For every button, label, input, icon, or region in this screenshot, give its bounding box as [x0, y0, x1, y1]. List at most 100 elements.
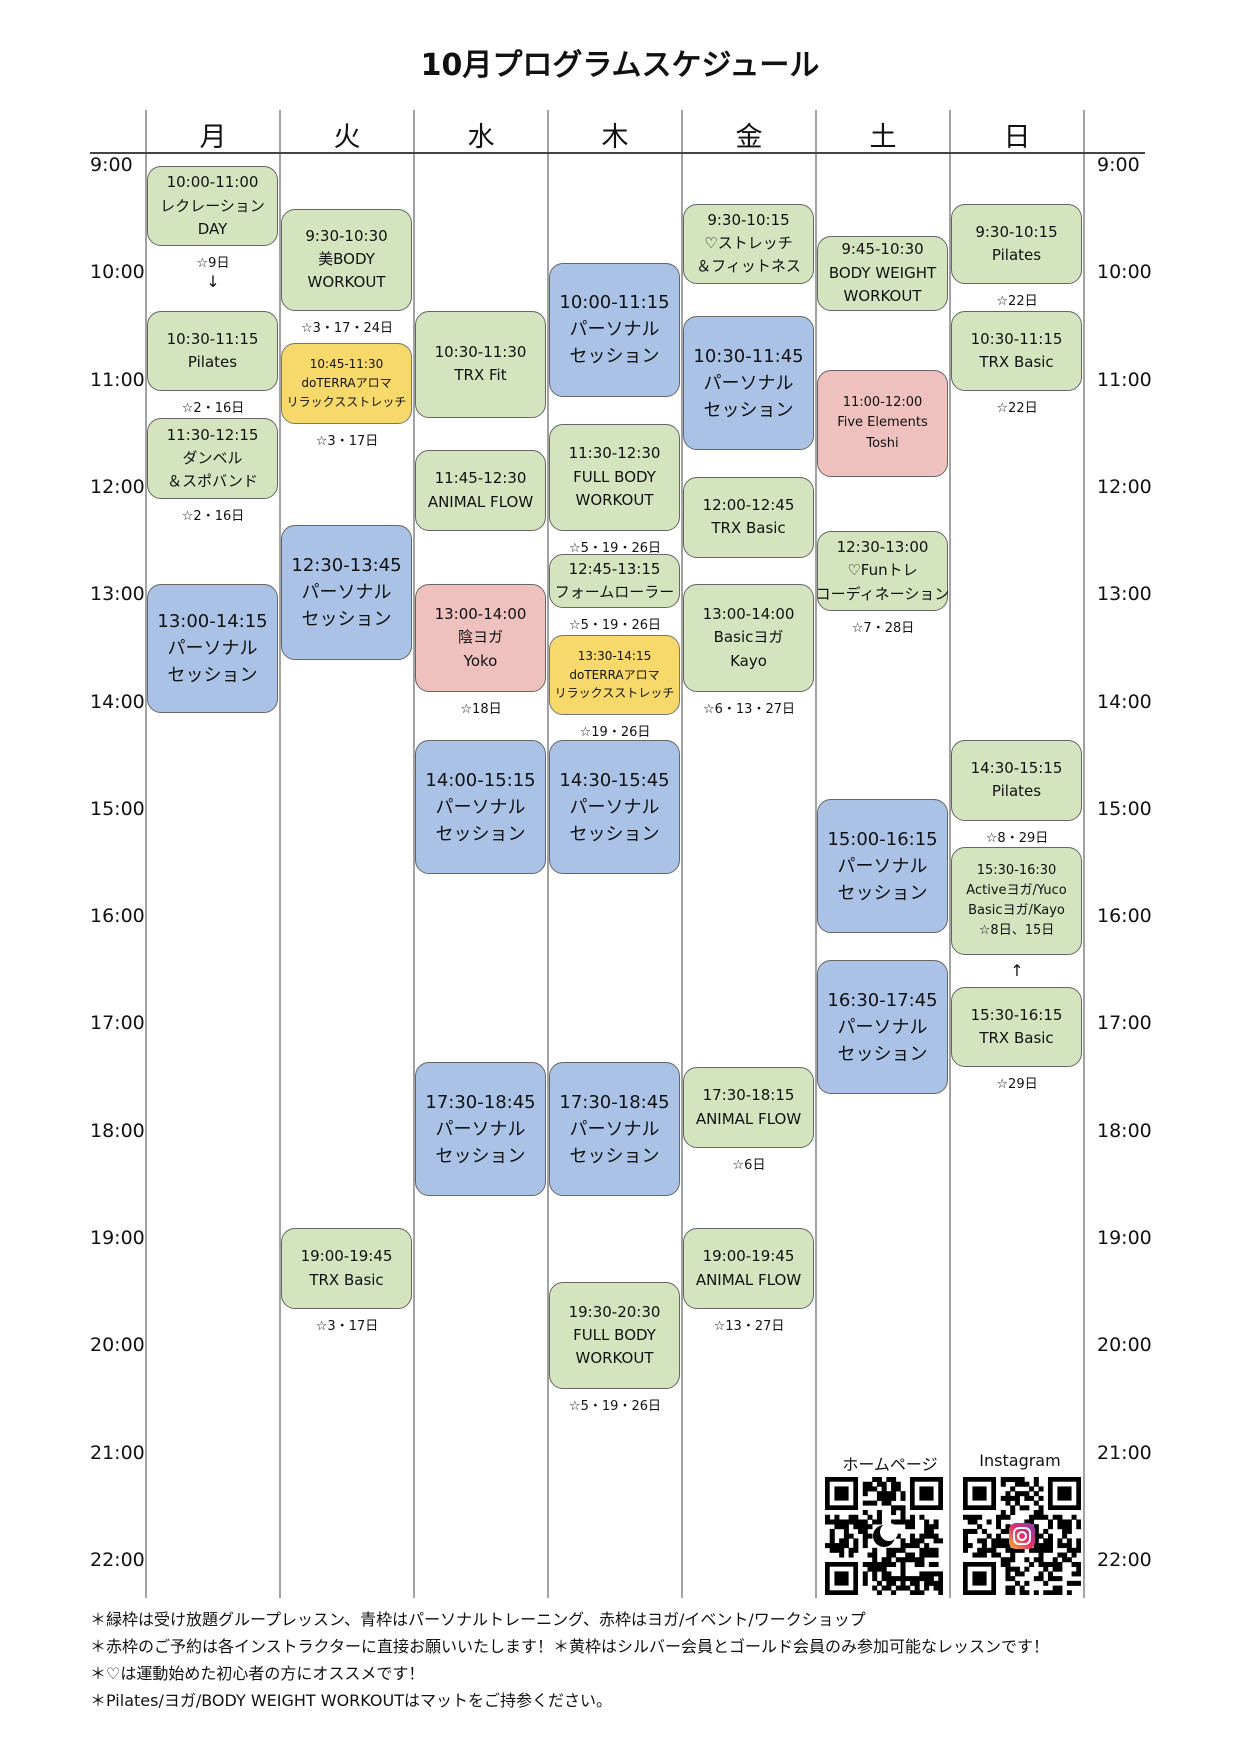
qr-module — [1062, 1533, 1068, 1539]
qr-module — [1005, 1557, 1011, 1563]
class-block: 19:00-19:45 TRX Basic — [281, 1228, 412, 1309]
qr-module — [872, 1477, 878, 1483]
qr-module — [872, 1576, 878, 1582]
qr-module — [996, 1533, 1002, 1539]
qr-module — [1010, 1547, 1016, 1553]
qr-module — [891, 1590, 897, 1595]
qr-module — [938, 1580, 943, 1586]
qr-module — [1005, 1590, 1011, 1595]
qr-module — [914, 1538, 920, 1544]
qr-module — [1043, 1543, 1049, 1549]
qr-module — [914, 1543, 920, 1549]
homepage-qr-code[interactable] — [825, 1477, 943, 1595]
qr-module — [924, 1519, 930, 1525]
qr-module — [1047, 1561, 1053, 1567]
class-block-text: WORKOUT — [575, 490, 654, 509]
qr-module — [919, 1533, 925, 1539]
qr-module — [928, 1552, 934, 1558]
class-block: 11:00-12:00 Five Elements Toshi — [817, 369, 948, 478]
arrow-up-icon: ↑ — [1010, 960, 1024, 980]
qr-module — [834, 1547, 840, 1553]
qr-module — [1000, 1543, 1006, 1549]
qr-module — [1024, 1557, 1030, 1563]
class-date-note: ☆8・29日 — [985, 830, 1049, 846]
qr-module — [909, 1538, 915, 1544]
qr-module — [924, 1571, 930, 1577]
qr-module — [1005, 1538, 1011, 1544]
class-block-text: ANIMAL FLOW — [695, 1270, 802, 1289]
qr-module — [886, 1495, 892, 1501]
class-block-text: WORKOUT — [575, 1349, 654, 1368]
qr-module — [972, 1528, 978, 1534]
qr-module — [1076, 1571, 1081, 1577]
qr-module — [895, 1519, 901, 1525]
qr-module — [1076, 1547, 1081, 1553]
class-block-text: パーソナル — [569, 796, 660, 818]
qr-module — [1005, 1561, 1011, 1567]
qr-module — [928, 1580, 934, 1586]
class-block-text: 14:00-15:15 — [425, 769, 536, 791]
qr-module — [881, 1486, 887, 1492]
qr-module — [909, 1543, 915, 1549]
qr-module — [1010, 1510, 1016, 1516]
qr-module — [905, 1543, 911, 1549]
instagram-icon — [1009, 1523, 1035, 1549]
class-block-text: セッション — [837, 882, 928, 904]
moon-icon — [880, 1523, 898, 1541]
qr-module — [963, 1543, 969, 1549]
class-date-note: ☆3・17日 — [315, 433, 379, 449]
qr-module — [963, 1533, 969, 1539]
qr-module — [1024, 1495, 1030, 1501]
qr-module — [853, 1514, 859, 1520]
qr-module — [1052, 1561, 1058, 1567]
class-date-note: ☆5・19・26日 — [568, 618, 661, 634]
qr-module — [881, 1491, 887, 1497]
qr-module — [872, 1561, 878, 1567]
qr-module — [919, 1552, 925, 1558]
qr-module — [909, 1576, 915, 1582]
qr-module — [872, 1557, 878, 1563]
class-date-note: ☆7・28日 — [851, 621, 915, 637]
qr-module — [1057, 1590, 1063, 1595]
qr-module — [872, 1547, 878, 1553]
qr-module — [924, 1580, 930, 1586]
class-block-text: ANIMAL FLOW — [695, 1109, 802, 1128]
instagram-qr-label: Instagram — [979, 1451, 1061, 1470]
class-block-text: doTERRAアロマ — [301, 375, 392, 390]
qr-module — [862, 1533, 868, 1539]
class-block-text: 11:30-12:15 — [166, 425, 259, 444]
qr-module — [1033, 1491, 1039, 1497]
class-block: 10:30-11:30 TRX Fit — [415, 310, 546, 419]
qr-module — [1043, 1514, 1049, 1520]
instagram-qr-code[interactable] — [963, 1477, 1081, 1595]
qr-module — [1029, 1514, 1035, 1520]
class-block-text: ☆8日、15日 — [978, 923, 1055, 939]
qr-module — [1005, 1524, 1011, 1530]
qr-module — [919, 1557, 925, 1563]
time-label-left: 18:00 — [90, 1119, 145, 1142]
qr-module — [1024, 1580, 1030, 1586]
class-block-text: FULL BODY — [573, 467, 656, 486]
qr-module — [825, 1519, 831, 1525]
qr-module — [900, 1580, 906, 1586]
qr-module — [909, 1524, 915, 1530]
class-block-text: 15:00-16:15 — [827, 828, 938, 850]
qr-module — [1052, 1557, 1058, 1563]
class-block: 10:45-11:30 doTERRAアロマ リラックスストレッチ — [281, 343, 412, 424]
qr-module — [1010, 1552, 1016, 1558]
qr-module — [876, 1477, 882, 1483]
qr-module — [843, 1524, 849, 1530]
qr-module — [1014, 1580, 1020, 1586]
class-block-text: 19:00-19:45 — [702, 1247, 795, 1266]
qr-module — [848, 1533, 854, 1539]
qr-module — [1000, 1528, 1006, 1534]
time-label-right: 12:00 — [1097, 475, 1152, 498]
footer-note-4: ＊Pilates/ヨガ/BODY WEIGHT WORKOUTはマットをご持参く… — [90, 1691, 612, 1710]
class-date-note: ☆5・19・26日 — [568, 540, 661, 556]
qr-module — [886, 1557, 892, 1563]
qr-module — [1024, 1590, 1030, 1595]
qr-module — [1005, 1477, 1011, 1483]
day-header: 日 — [1003, 122, 1031, 153]
class-date-note: ☆6日 — [732, 1157, 766, 1173]
class-block: 17:30-18:45 パーソナル セッション — [549, 1061, 680, 1197]
